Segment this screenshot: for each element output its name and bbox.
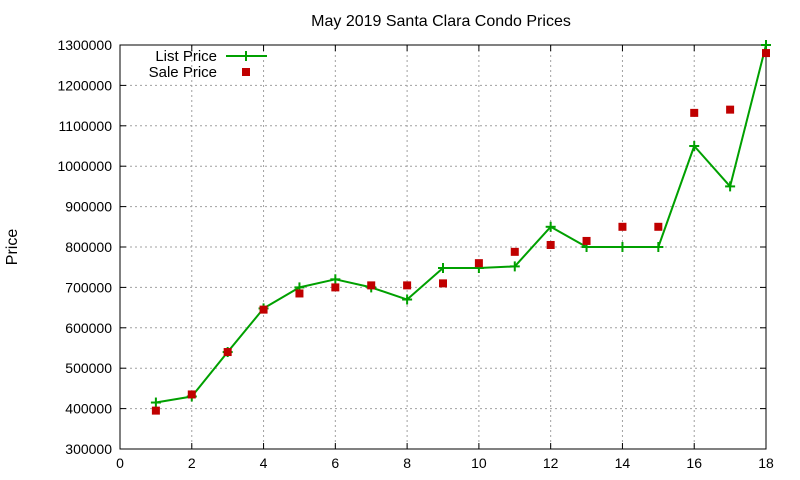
y-tick-label: 700000 xyxy=(65,279,112,295)
x-tick-label: 0 xyxy=(116,455,124,471)
data-point-list-price xyxy=(330,274,341,285)
data-point-sale-price xyxy=(582,236,591,245)
plot-border xyxy=(119,44,767,450)
y-tick-label: 1200000 xyxy=(57,77,112,93)
data-point-sale-price xyxy=(403,281,412,290)
data-point-list-price xyxy=(402,294,413,305)
y-tick-label: 600000 xyxy=(65,320,112,336)
y-tick-label: 300000 xyxy=(65,441,112,457)
data-point-sale-price xyxy=(439,279,447,288)
series-line-list-price xyxy=(155,44,767,404)
data-point-list-price xyxy=(438,263,448,274)
data-point-list-price xyxy=(653,242,664,252)
y-axis-label: Price xyxy=(4,229,21,266)
y-tick-label: 1100000 xyxy=(59,118,113,134)
legend-label-list-price: List Price xyxy=(155,48,217,65)
chart-title: May 2019 Santa Clara Condo Prices xyxy=(311,13,571,30)
y-tick-label: 400000 xyxy=(65,401,112,417)
data-point-sale-price xyxy=(367,281,376,290)
data-point-list-price xyxy=(509,261,520,272)
grid xyxy=(120,45,766,449)
series-list-price xyxy=(150,40,771,408)
data-point-sale-price xyxy=(151,406,160,415)
y-axis-tick-labels: 300000 400000 500000 600000 700000 800000 9000… xyxy=(57,37,112,457)
data-point-sale-price xyxy=(546,240,555,249)
y-tick-label: 500000 xyxy=(65,360,112,376)
data-series xyxy=(150,40,771,415)
data-point-sale-price xyxy=(510,247,519,256)
data-point-sale-price xyxy=(295,289,304,298)
data-point-sale-price xyxy=(618,222,627,231)
x-tick-label: 16 xyxy=(686,455,702,471)
data-point-sale-price xyxy=(762,49,770,58)
x-tick-label: 4 xyxy=(260,455,268,471)
x-tick-label: 8 xyxy=(403,455,411,471)
x-tick-label: 12 xyxy=(543,455,559,471)
data-point-sale-price xyxy=(259,305,268,314)
x-tick-label: 10 xyxy=(471,455,487,471)
x-tick-label: 2 xyxy=(188,455,196,471)
y-tick-label: 900000 xyxy=(65,199,112,215)
data-point-list-price xyxy=(617,242,628,252)
data-point-list-price xyxy=(689,141,700,151)
data-point-sale-price xyxy=(654,222,663,231)
y-tick-label: 1000000 xyxy=(57,158,112,174)
data-point-sale-price xyxy=(187,390,196,399)
x-tick-label: 18 xyxy=(758,455,774,471)
data-point-sale-price xyxy=(223,348,232,357)
x-axis-tick-labels: 0 2 4 6 8 10 12 14 16 18 xyxy=(116,455,774,471)
data-point-sale-price xyxy=(331,283,340,292)
x-tick-label: 6 xyxy=(331,455,339,471)
data-point-sale-price xyxy=(474,259,483,268)
data-point-list-price xyxy=(761,40,771,50)
data-point-sale-price xyxy=(690,108,699,117)
data-point-list-price xyxy=(725,181,736,192)
legend-marker-list-price xyxy=(241,51,251,61)
legend: List Price Sale Price xyxy=(149,48,267,81)
data-point-list-price xyxy=(545,221,556,232)
data-point-sale-price xyxy=(726,105,735,114)
legend-label-sale-price: Sale Price xyxy=(149,64,217,81)
x-tick-label: 14 xyxy=(615,455,631,471)
data-point-list-price xyxy=(150,397,161,408)
legend-marker-sale-price xyxy=(242,68,250,76)
y-tick-label: 1300000 xyxy=(57,37,112,53)
series-sale-price xyxy=(151,49,770,415)
y-tick-label: 800000 xyxy=(65,239,112,255)
